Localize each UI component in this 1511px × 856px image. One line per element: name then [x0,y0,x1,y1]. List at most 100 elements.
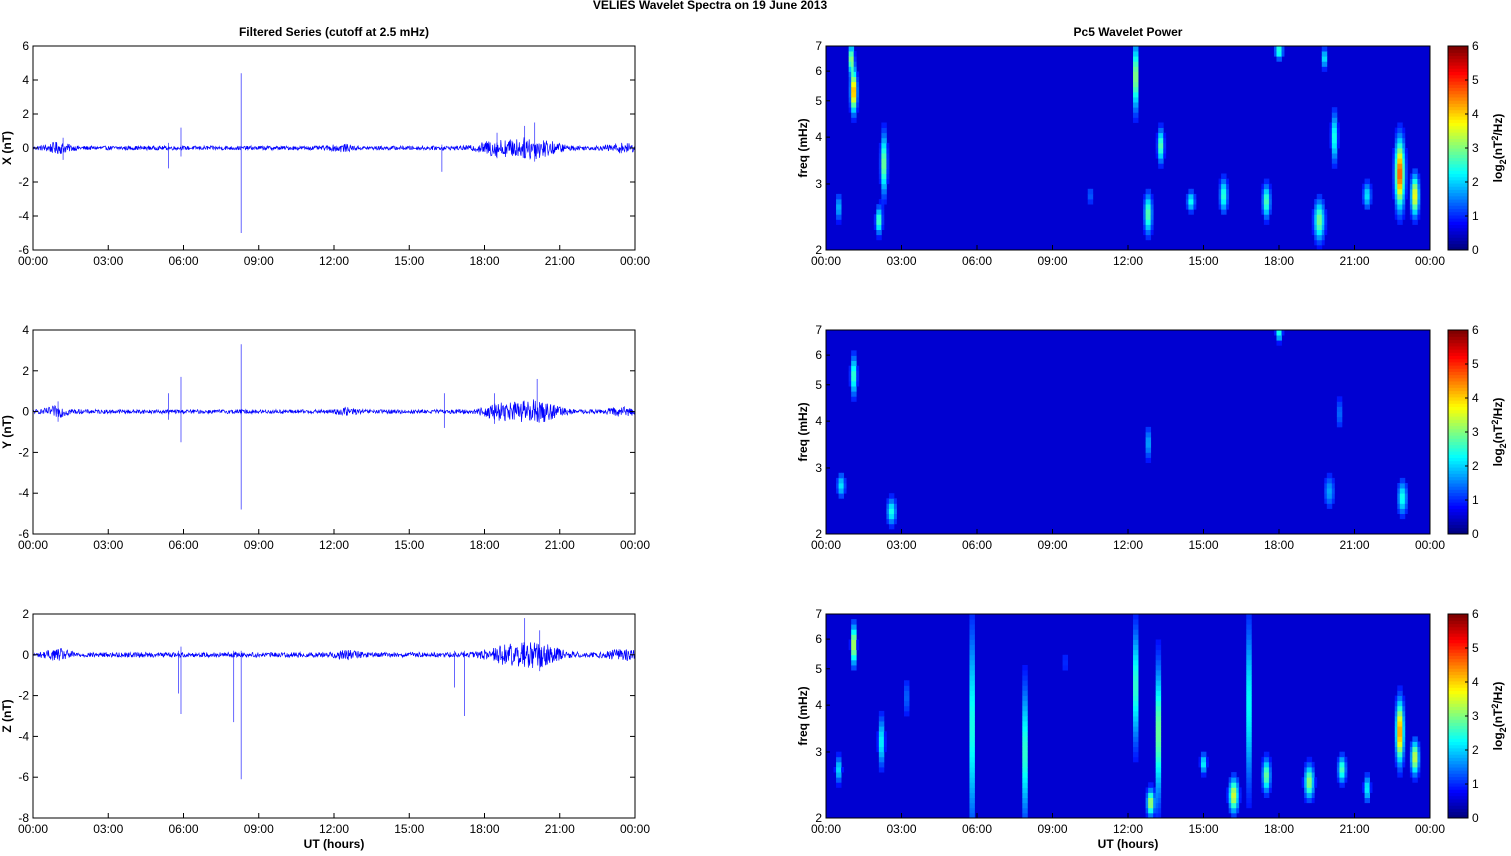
heatmap-cell [1404,483,1408,489]
heatmap-cell [856,370,860,377]
heatmap-cell [1155,670,1159,676]
heatmap-cell [881,137,885,144]
heatmap-cell [1090,193,1094,200]
heatmap-cell [1399,756,1403,763]
heatmap-cell [1246,639,1250,645]
heatmap-cell [1364,797,1368,804]
y-tick-label: 7 [815,607,822,621]
heatmap-cell [1412,209,1416,215]
heatmap-cell [1226,787,1230,793]
heatmap-cell [1402,746,1406,753]
heatmap-cell [1397,137,1401,144]
heatmap-cell [1133,705,1136,712]
y-tick-label: 7 [815,323,822,337]
heatmap-cell [1133,654,1136,661]
heatmap-cell [1336,416,1340,423]
heatmap-cell [878,234,882,241]
heatmap-cell [969,685,973,691]
heatmap-cell [1304,761,1308,768]
heatmap-cell [1261,209,1265,215]
heatmap-cell [971,680,975,686]
heatmap-cell [1362,188,1365,195]
heatmap-cell [1246,756,1250,763]
colorbar-cell [1448,160,1468,165]
heatmap-cell [1150,214,1154,220]
heatmap-cell [1334,112,1338,118]
heatmap-cell [1409,199,1413,205]
heatmap-cell [1228,787,1232,793]
figure-title: VELIES Wavelet Spectra on 19 June 2013 [593,0,828,12]
heatmap-cell [1314,204,1318,210]
heatmap-cell [1266,792,1270,798]
heatmap-cell [1155,716,1159,722]
heatmap-cell [1276,51,1280,57]
heatmap-cell [1414,199,1418,205]
heatmap-cell [1412,199,1416,205]
heatmap-cell [1153,812,1157,819]
colorbar-cell [1448,731,1468,736]
heatmap-cell [848,81,852,88]
heatmap-cell [836,477,839,484]
heatmap-cell [1314,229,1318,236]
heatmap-cell [1024,802,1028,809]
heatmap-cell [1268,761,1272,768]
heatmap-cell [1402,726,1406,732]
heatmap-cell [838,219,842,225]
colorbar-cell [1448,811,1468,816]
heatmap-cell [1022,802,1026,809]
heatmap-cell [971,690,975,696]
heatmap-cell [1158,705,1162,712]
heatmap-cell [1263,751,1267,758]
heatmap-cell [851,107,855,113]
colorbar-tick-label: 1 [1472,209,1479,223]
y-tick-label: 4 [815,414,822,428]
y-tick-label: 4 [815,698,822,712]
heatmap-cell [1261,772,1265,778]
heatmap-cell [878,178,882,185]
colorbar-cell [1448,246,1468,251]
heatmap-cell [1246,751,1250,758]
heatmap-cell [1341,761,1345,768]
heatmap-cell [1324,46,1328,52]
heatmap-cell [1203,751,1207,758]
heatmap-cell [1024,665,1028,671]
heatmap-cell [853,375,857,382]
colorbar-cell [1448,199,1468,203]
heatmap-cell [1412,204,1416,210]
heatmap-cell [1412,777,1416,783]
heatmap-cell [1024,736,1028,742]
heatmap-cell [1155,654,1159,661]
heatmap-cell [1158,670,1162,676]
heatmap-cell [1394,726,1398,732]
heatmap-cell [1223,173,1227,179]
heatmap-cell [971,685,975,691]
colorbar-cell [1448,157,1468,162]
heatmap-cell [878,209,882,215]
heatmap-cell [881,209,885,215]
heatmap-cell [1248,634,1252,640]
heatmap-cell [1155,807,1159,814]
colorbar-cell [1448,789,1468,793]
heatmap-cell [1402,209,1406,215]
heatmap-cell [838,199,842,205]
y-tick-label: 6 [22,39,29,53]
heatmap-cell [878,229,882,236]
heatmap-cell [1246,654,1250,661]
heatmap-cell [1133,665,1136,671]
heatmap-cell [1324,219,1328,225]
heatmap-cell [1158,695,1162,702]
heatmap-cell [1319,239,1323,246]
colorbar-cell [1448,49,1468,53]
x-tick-label: 15:00 [394,822,424,836]
heatmap-cell [1145,229,1149,236]
heatmap-cell [904,680,907,686]
colorbar-cell [1448,773,1468,778]
heatmap-cell [1226,199,1230,205]
heatmap-cell [1158,807,1162,814]
colorbar-cell [1448,61,1468,66]
heatmap-cell [1311,777,1315,783]
colorbar-cell [1448,205,1468,210]
heatmap-cell [851,97,855,103]
heatmap-cell [1316,234,1320,241]
